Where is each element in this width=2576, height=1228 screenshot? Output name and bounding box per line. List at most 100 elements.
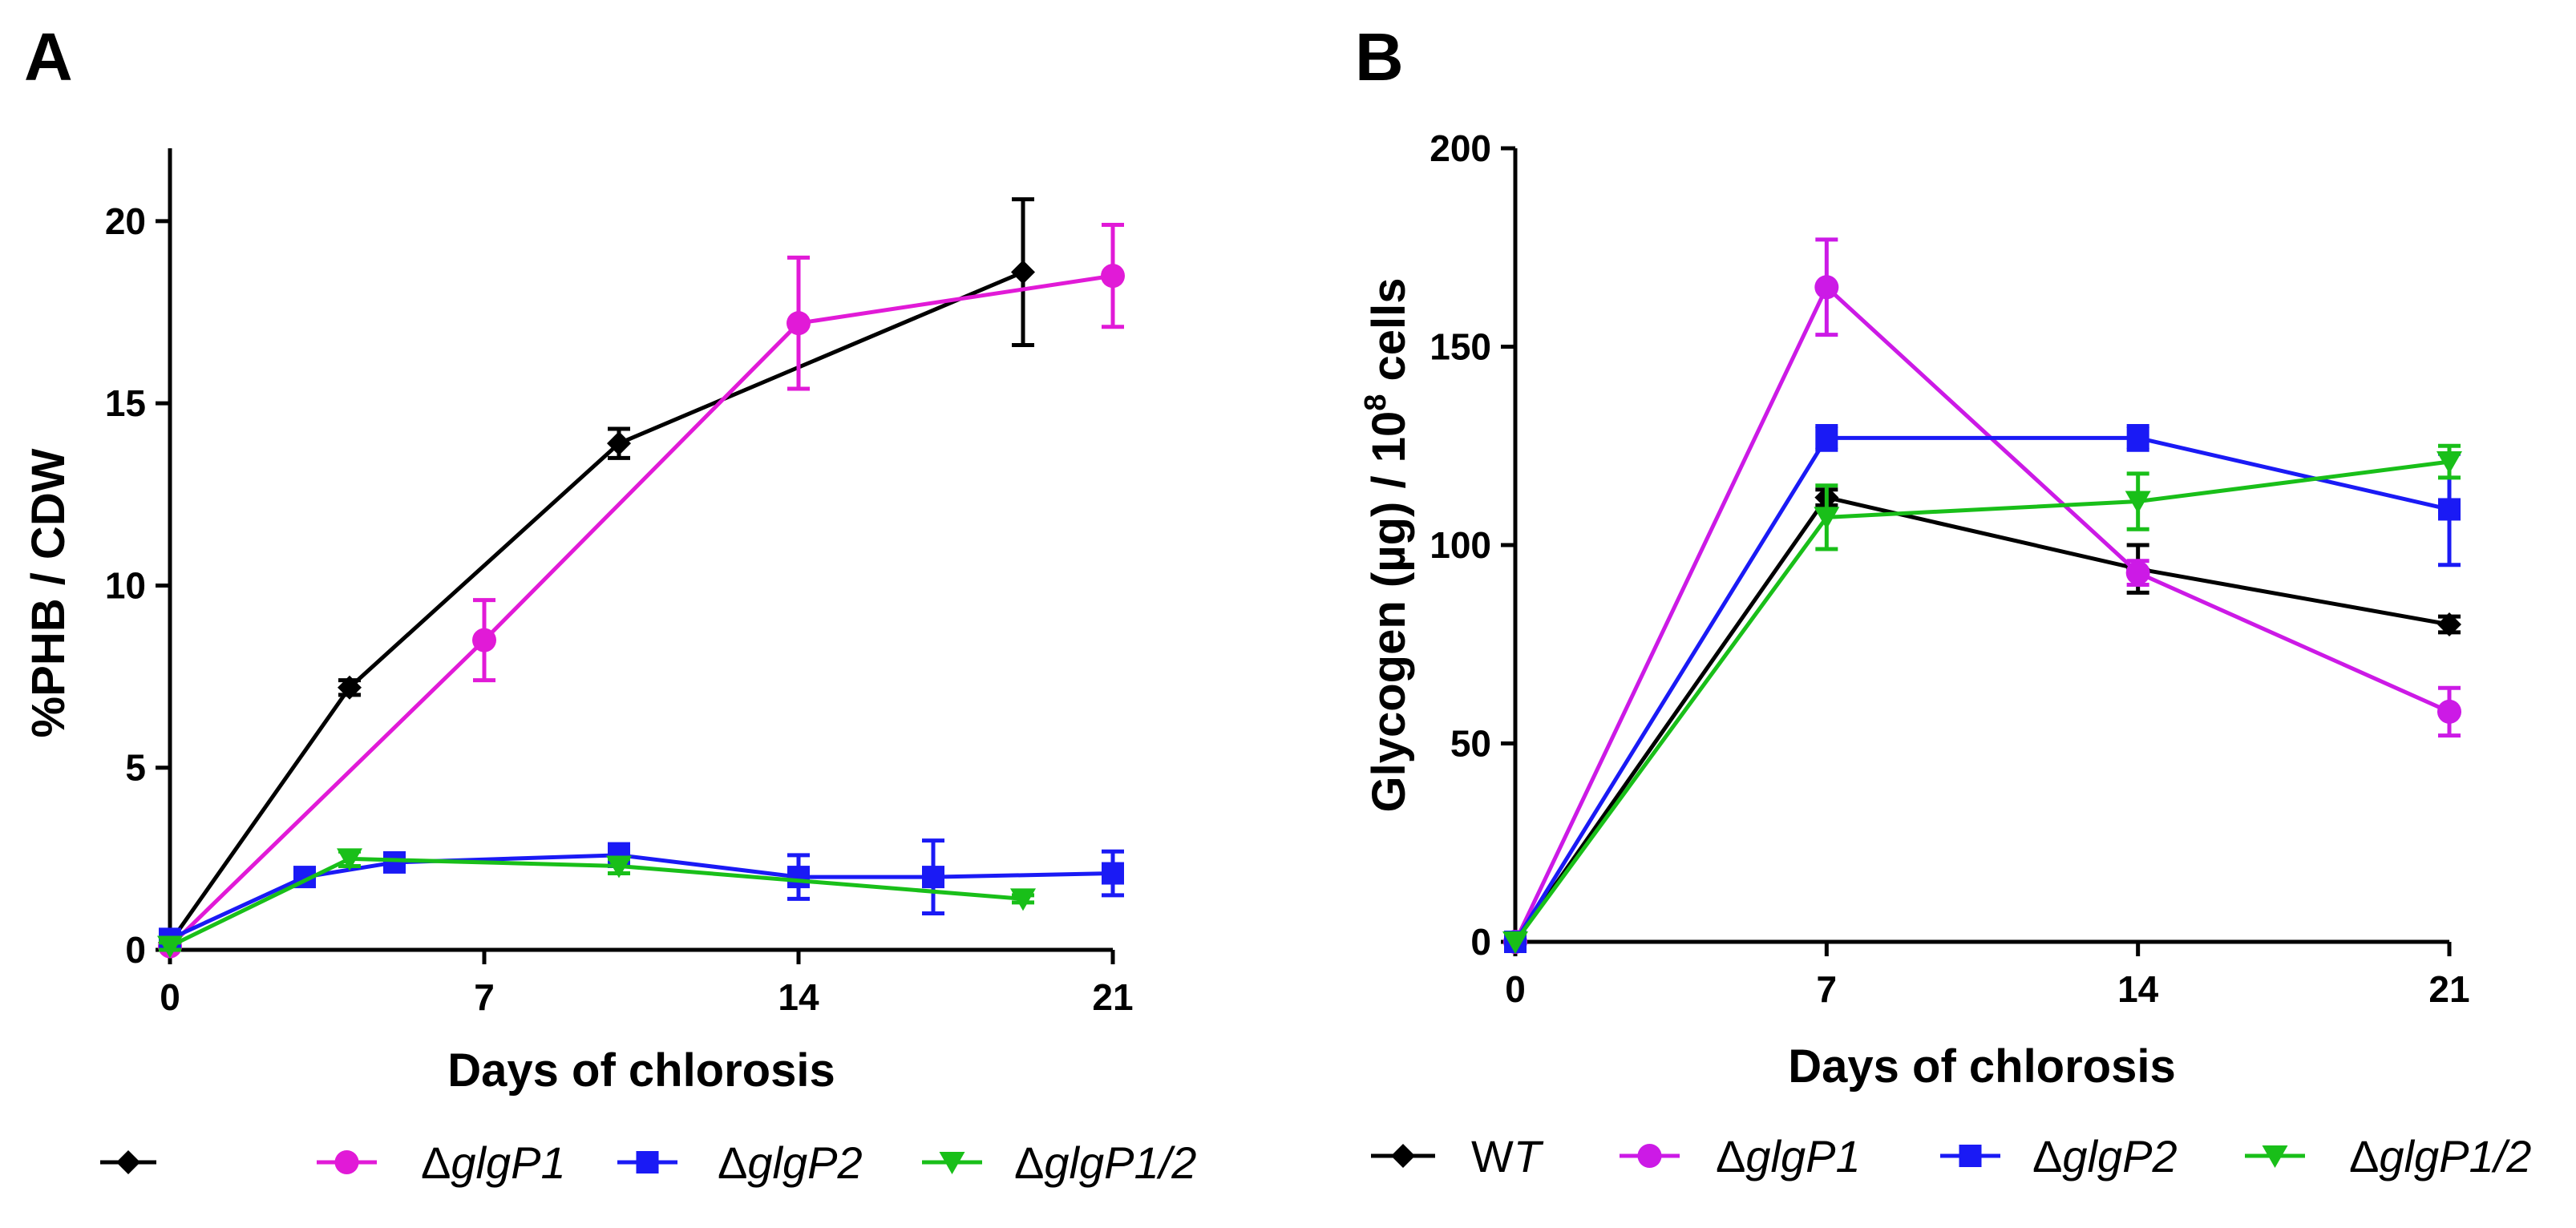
series-wt xyxy=(1503,485,2461,954)
data-point xyxy=(337,848,362,871)
x-tick-label: 14 xyxy=(2117,968,2159,1010)
x-tick-label: 7 xyxy=(474,976,495,1018)
series-line xyxy=(168,270,1024,944)
panel-a-x-axis-title: Days of chlorosis xyxy=(447,1044,835,1097)
y-tick-label: 20 xyxy=(105,200,146,242)
x-tick-label: 0 xyxy=(1505,968,1526,1010)
legend-label-italic: glgP1 xyxy=(1745,1131,1860,1182)
panel-a-letter: A xyxy=(24,19,73,95)
panel-b-y-axis-title-main: Glycogen (µg) / 10 xyxy=(1363,411,1415,813)
y-tick-label: 5 xyxy=(125,747,146,789)
panel-b-legend: WT ΔglgP1 ΔglgP2 ΔglgP1/2 xyxy=(1371,1131,2531,1182)
legend-label-italic: glgP1/2 xyxy=(1044,1137,1196,1188)
series-line xyxy=(1513,285,2451,943)
legend-marker xyxy=(1391,1144,1415,1168)
data-point xyxy=(1010,888,1036,911)
legend-label-prefix: Δ xyxy=(1014,1137,1044,1188)
panel-b-y-axis-title-sup: 8 xyxy=(1359,394,1393,411)
data-point xyxy=(2436,451,2462,475)
legend-label-prefix: W xyxy=(1471,1131,1514,1182)
series-delta-glgp1-2 xyxy=(1502,443,2462,954)
legend-item-delta-glgp2: ΔglgP2 xyxy=(1940,1131,2178,1182)
panel-b-y-axis-title-tail: cells xyxy=(1363,278,1415,394)
legend-label-prefix: Δ xyxy=(421,1137,451,1188)
data-point xyxy=(787,311,811,336)
data-point xyxy=(787,866,810,889)
data-point xyxy=(1814,507,1840,530)
data-point xyxy=(338,675,362,700)
y-tick-label: 200 xyxy=(1430,127,1491,169)
legend-item-delta-glgp2: ΔglgP2 xyxy=(617,1137,863,1188)
series-delta-glgp1 xyxy=(158,222,1125,959)
series-delta-glgp1 xyxy=(1503,237,2461,954)
legend-marker xyxy=(2262,1145,2288,1168)
data-point xyxy=(472,628,496,652)
x-tick-label: 7 xyxy=(1817,968,1838,1010)
data-point xyxy=(1011,260,1035,285)
legend-item-delta-glgp1-2: ΔglgP1/2 xyxy=(2245,1131,2531,1182)
legend-item-wt xyxy=(100,1150,156,1174)
data-point xyxy=(157,935,183,959)
data-point xyxy=(606,855,632,879)
data-point xyxy=(383,850,406,874)
legend-marker xyxy=(334,1150,359,1174)
series-line xyxy=(168,856,1024,948)
series-line xyxy=(1513,495,2450,943)
legend-marker xyxy=(116,1150,140,1174)
data-point xyxy=(2438,498,2461,521)
panel-b-x-axis-title: Days of chlorosis xyxy=(1788,1040,2175,1093)
panel-a-plot: 0 5 10 15 20 0 7 14 21 xyxy=(105,148,1134,1018)
data-point xyxy=(1102,862,1124,885)
series-delta-glgp2 xyxy=(1504,424,2461,953)
legend-item-delta-glgp1-2: ΔglgP1/2 xyxy=(922,1137,1196,1188)
series-wt xyxy=(158,197,1035,955)
panel-b: B 0 50 100 150 200 0 7 14 21 Days of chlorosis G… xyxy=(1355,19,2531,1182)
panel-a: A 0 5 10 15 20 0 7 14 21 Days of chlorosis %PHB … xyxy=(22,19,1196,1188)
x-tick-label: 0 xyxy=(160,976,180,1018)
panel-a-legend: ΔglgP1 ΔglgP2 ΔglgP1/2 xyxy=(100,1137,1196,1188)
data-point xyxy=(1101,264,1125,289)
legend-label-italic: glgP1 xyxy=(451,1137,565,1188)
series-delta-glgp1-2 xyxy=(157,848,1036,959)
data-point xyxy=(2126,426,2149,450)
panel-a-y-axis-title: %PHB / CDW xyxy=(22,448,75,737)
legend-label-italic: glgP2 xyxy=(2062,1131,2177,1182)
data-point xyxy=(2125,491,2151,514)
data-point xyxy=(2437,612,2461,636)
legend-label-italic: T xyxy=(1514,1131,1544,1182)
y-tick-label: 10 xyxy=(105,564,146,606)
legend-label: ΔglgP2 xyxy=(718,1137,863,1188)
legend-label: ΔglgP2 xyxy=(2032,1131,2178,1182)
data-point xyxy=(1502,931,1528,954)
legend-label-prefix: Δ xyxy=(2032,1131,2062,1182)
legend-marker xyxy=(636,1151,659,1173)
data-point xyxy=(922,866,944,889)
legend-item-wt: WT xyxy=(1371,1131,1544,1182)
panel-b-y-axis-title: Glycogen (µg) / 108 cells xyxy=(1359,278,1415,813)
legend-label-prefix: Δ xyxy=(1716,1131,1745,1182)
y-tick-label: 0 xyxy=(1470,921,1491,963)
legend-label: ΔglgP1/2 xyxy=(1014,1137,1196,1188)
y-tick-label: 100 xyxy=(1430,524,1491,566)
y-tick-label: 15 xyxy=(105,382,146,424)
y-tick-label: 150 xyxy=(1430,326,1491,368)
panel-b-letter: B xyxy=(1355,19,1404,95)
legend-label: WT xyxy=(1471,1131,1544,1182)
data-point xyxy=(2437,699,2461,724)
legend-marker xyxy=(939,1152,965,1174)
legend-label-prefix: Δ xyxy=(718,1137,747,1188)
y-tick-label: 50 xyxy=(1450,723,1491,765)
x-tick-label: 14 xyxy=(778,976,819,1018)
legend-label-prefix: Δ xyxy=(2349,1131,2379,1182)
legend-label: ΔglgP1/2 xyxy=(2349,1131,2531,1182)
legend-item-delta-glgp1: ΔglgP1 xyxy=(317,1137,566,1188)
data-point xyxy=(607,431,631,456)
legend-label: ΔglgP1 xyxy=(421,1137,566,1188)
series-line xyxy=(168,273,1114,948)
legend-item-delta-glgp1: ΔglgP1 xyxy=(1620,1131,1861,1182)
series-line xyxy=(1513,459,2450,943)
legend-marker xyxy=(1959,1145,1982,1167)
x-tick-label: 21 xyxy=(1092,976,1133,1018)
legend-label-italic: glgP2 xyxy=(747,1137,862,1188)
